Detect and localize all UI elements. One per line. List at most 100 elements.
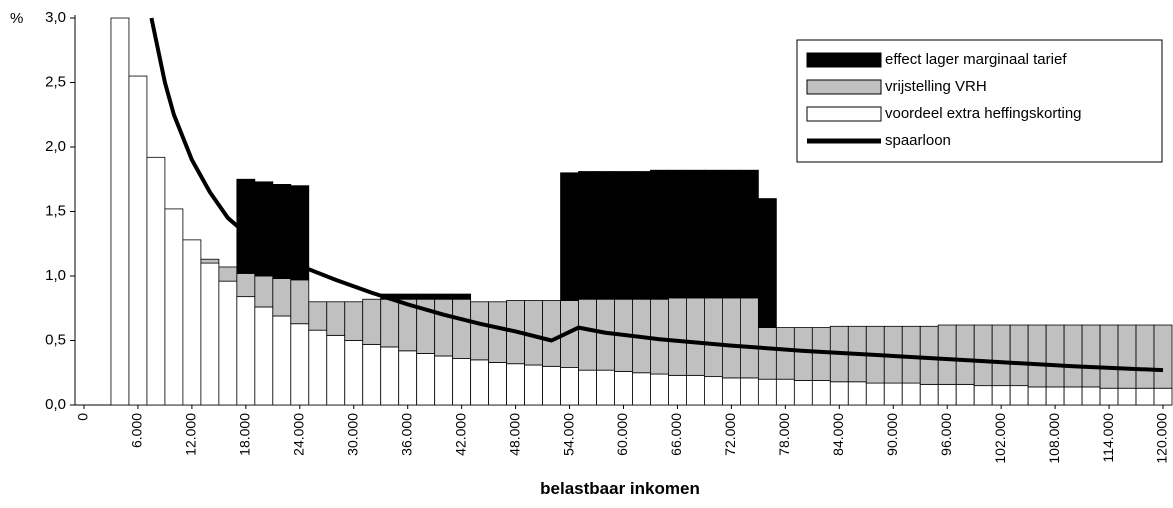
bar-segment: [452, 298, 472, 359]
x-tick-label: 24.000: [290, 413, 306, 456]
bar-segment: [326, 301, 346, 336]
bar-segment: [973, 324, 993, 387]
x-tick-label: 54.000: [560, 413, 576, 456]
x-tick-label: 108.000: [1046, 413, 1062, 464]
bar-segment: [704, 169, 723, 299]
bar-segment: [1135, 387, 1155, 406]
bar-segment: [362, 343, 382, 406]
bar-segment: [829, 381, 849, 406]
y-tick-label: 2,5: [45, 73, 66, 90]
bar-segment: [739, 377, 759, 406]
x-tick-label: 12.000: [183, 413, 199, 456]
bar-segment: [254, 306, 274, 406]
bar-segment: [290, 323, 310, 406]
bar-segment: [865, 382, 885, 406]
bar-segment: [380, 346, 400, 406]
bar-segment: [668, 374, 687, 406]
bar-segment: [542, 300, 561, 367]
legend-swatch: [806, 106, 882, 122]
legend-label: spaarloon: [885, 132, 951, 149]
bar-segment: [955, 383, 975, 406]
bar-segment: [560, 172, 579, 301]
bar-segment: [722, 297, 741, 379]
bar-segment: [919, 325, 939, 385]
bar-segment: [1045, 324, 1065, 388]
legend-label: effect lager marginaal tarief: [885, 51, 1067, 68]
bar-segment: [739, 169, 759, 299]
bar-segment: [1117, 324, 1137, 389]
bar-segment: [236, 296, 256, 406]
x-tick-label: 30.000: [344, 413, 360, 456]
bar-segment: [200, 258, 220, 264]
bar-segment: [650, 169, 669, 300]
legend-swatch: [806, 79, 882, 95]
line: [149, 17, 1164, 373]
x-tick-label: 96.000: [938, 413, 954, 456]
bar-segment: [200, 262, 220, 406]
bar-segment: [1099, 387, 1119, 406]
bar-segment: [757, 327, 777, 380]
bar-segment: [614, 371, 633, 406]
y-unit: %: [10, 10, 23, 27]
bar-segment: [218, 266, 238, 282]
bar-segment: [560, 367, 579, 406]
bar-segment: [937, 383, 957, 406]
x-tick-label: 36.000: [398, 413, 414, 456]
y-tick-label: 1,0: [45, 267, 66, 284]
bar-segment: [128, 75, 148, 406]
bar-segment: [434, 298, 454, 357]
bar-segment: [272, 184, 292, 279]
bar-segment: [308, 301, 328, 331]
bar-segment: [668, 169, 687, 299]
bar-segment: [470, 359, 490, 406]
y-tick-label: 0,5: [45, 331, 66, 348]
bar-segment: [1009, 324, 1029, 387]
bar-segment: [452, 293, 472, 300]
y-tick-label: 1,5: [45, 202, 66, 219]
bar-segment: [955, 324, 975, 385]
bar-segment: [704, 297, 723, 378]
bar-segment: [272, 278, 292, 317]
bar-segment: [901, 382, 921, 406]
bar-segment: [578, 171, 597, 300]
y-tick-label: 0,0: [45, 396, 66, 413]
bar-segment: [775, 378, 795, 406]
bar-segment: [596, 369, 615, 406]
bar-segment: [398, 293, 418, 300]
bar-segment: [632, 372, 651, 406]
x-tick-label: 72.000: [722, 413, 738, 456]
bar-segment: [668, 297, 687, 376]
bar-segment: [488, 301, 508, 363]
bar-segment: [811, 380, 831, 406]
x-axis-label: belastbaar inkomen: [540, 479, 700, 498]
bar-segment: [290, 279, 310, 325]
x-tick-label: 18.000: [237, 413, 253, 456]
bar-segment: [110, 17, 130, 406]
bar-segment: [973, 385, 993, 406]
bar-segment: [722, 169, 741, 299]
y-tick-label: 2,0: [45, 138, 66, 155]
x-tick-label: 0: [75, 413, 91, 421]
bar-segment: [434, 293, 454, 300]
bar-segment: [272, 315, 292, 406]
bar-segment: [146, 156, 166, 406]
bar-segment: [326, 334, 346, 406]
bar-segment: [757, 378, 777, 406]
bar-segment: [1009, 385, 1029, 406]
bar-segment: [488, 362, 508, 406]
legend-swatch: [806, 52, 882, 68]
bar-segment: [452, 358, 472, 406]
x-tick-label: 6.000: [129, 413, 145, 448]
bar-segment: [344, 301, 364, 341]
bar-segment: [362, 298, 382, 345]
x-tick-label: 114.000: [1100, 413, 1116, 463]
bar-segment: [775, 327, 795, 380]
bar-segment: [686, 297, 705, 376]
bar-segment: [236, 273, 256, 298]
bar-segment: [398, 350, 418, 406]
bar-segment: [524, 364, 543, 406]
bar-segment: [1063, 386, 1083, 406]
bar-segment: [380, 298, 400, 348]
bar-segment: [308, 329, 328, 406]
